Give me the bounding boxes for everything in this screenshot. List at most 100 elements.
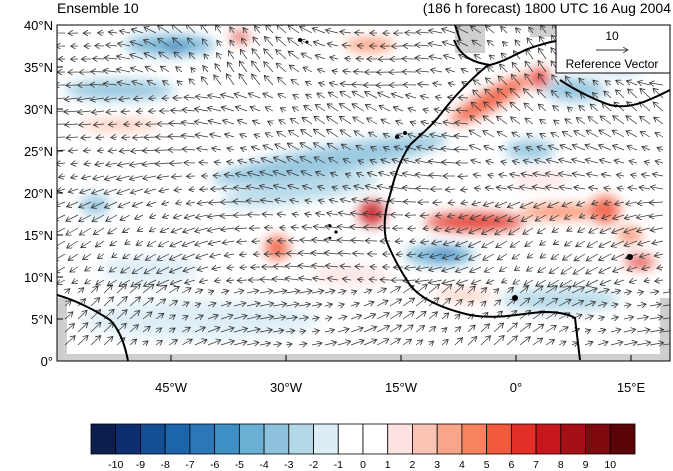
wind-vector — [468, 301, 473, 306]
wind-vector — [143, 341, 148, 345]
wind-vector — [410, 241, 417, 242]
wind-vector — [520, 187, 534, 189]
wind-vector — [565, 241, 573, 246]
wind-vector — [604, 91, 612, 99]
wind-vector — [354, 131, 365, 138]
wind-vector — [182, 149, 196, 150]
wind-vector — [103, 84, 118, 86]
wind-vector — [417, 147, 430, 150]
wind-vector — [311, 318, 319, 320]
wind-vector — [485, 78, 495, 86]
wind-vector — [558, 327, 568, 333]
wind-vector — [65, 98, 79, 100]
wind-vector — [312, 28, 326, 34]
wind-vector — [545, 286, 557, 294]
wind-vector — [558, 286, 571, 294]
wind-vector — [210, 134, 222, 137]
wind-vector — [637, 228, 651, 232]
wind-vector — [129, 176, 144, 179]
wind-vector — [130, 68, 144, 73]
wind-vector — [260, 172, 274, 177]
wind-vector — [278, 94, 287, 98]
libya-border — [559, 79, 670, 108]
colorbar-label: -3 — [284, 459, 293, 471]
wind-vector — [623, 317, 634, 319]
wind-vector — [471, 102, 482, 112]
wind-vector — [77, 335, 88, 346]
plot-title-right: (186 h forecast) 1800 UTC 16 Aug 2004 — [422, 0, 671, 16]
wind-vector — [484, 146, 495, 150]
wind-vector — [546, 159, 560, 163]
wind-vector — [354, 186, 365, 189]
wind-vector — [351, 240, 365, 241]
wind-vector — [662, 304, 670, 307]
wind-vector — [214, 162, 222, 163]
colorbar-label: 0 — [360, 459, 366, 471]
wind-vector — [407, 254, 417, 255]
wind-vector — [298, 304, 311, 306]
wind-vector — [545, 326, 556, 333]
wind-vector — [652, 241, 664, 244]
wind-vector — [227, 161, 235, 163]
wind-vector — [408, 228, 417, 229]
wind-vector — [550, 214, 560, 220]
colorbar-box — [214, 423, 240, 455]
wind-vector — [538, 266, 547, 272]
wind-vector — [77, 323, 88, 333]
wind-vector — [299, 278, 313, 280]
wind-vector — [246, 316, 261, 319]
wind-vector — [332, 71, 339, 73]
wind-vector — [597, 289, 609, 293]
wind-vector — [340, 266, 352, 267]
wind-vector — [109, 266, 118, 272]
wind-vector — [497, 131, 508, 138]
colorbar-box — [337, 423, 364, 455]
wind-vector — [584, 342, 593, 345]
wind-vector — [201, 77, 209, 86]
wind-vector — [483, 253, 495, 260]
wind-vector — [446, 69, 456, 72]
wind-vector — [246, 329, 260, 332]
wind-vector — [171, 227, 183, 232]
wind-vector — [174, 52, 183, 60]
lat-label-15n: 15°N — [24, 228, 53, 243]
wind-vector — [610, 317, 618, 319]
wind-vector — [391, 94, 404, 99]
wind-vector — [482, 227, 495, 234]
wind-vector — [590, 104, 599, 112]
wind-vector — [520, 201, 534, 208]
wind-vector — [584, 330, 591, 332]
wind-vector — [523, 89, 534, 99]
wind-vector — [207, 303, 216, 306]
wind-vector — [341, 144, 352, 151]
wind-vector — [577, 202, 586, 205]
wind-vector — [428, 312, 438, 320]
wind-vector — [230, 40, 234, 47]
wind-vector — [471, 280, 482, 284]
wind-vector — [234, 187, 248, 189]
wind-vector — [448, 83, 456, 85]
wind-vector — [149, 98, 157, 99]
wind-vector — [95, 240, 105, 247]
wind-vector — [200, 189, 209, 190]
wind-vector — [302, 117, 313, 125]
wind-vector — [586, 279, 599, 286]
wind-vector — [57, 214, 66, 220]
wind-vector — [454, 299, 462, 307]
wind-vector — [502, 280, 507, 283]
wind-vector — [96, 279, 105, 285]
wind-vector — [636, 330, 650, 333]
wind-vector — [428, 284, 440, 294]
wind-vector — [343, 186, 352, 189]
wind-vector — [316, 213, 326, 215]
wind-vector — [184, 97, 196, 98]
wind-vector — [325, 266, 339, 268]
wind-vector — [162, 215, 170, 218]
wind-vector — [160, 228, 170, 232]
wind-vector — [240, 134, 248, 137]
wind-vector — [649, 343, 664, 345]
wind-vector — [509, 227, 521, 235]
wind-vector — [655, 133, 664, 138]
wind-vector — [623, 291, 631, 293]
wind-vector — [350, 315, 362, 319]
